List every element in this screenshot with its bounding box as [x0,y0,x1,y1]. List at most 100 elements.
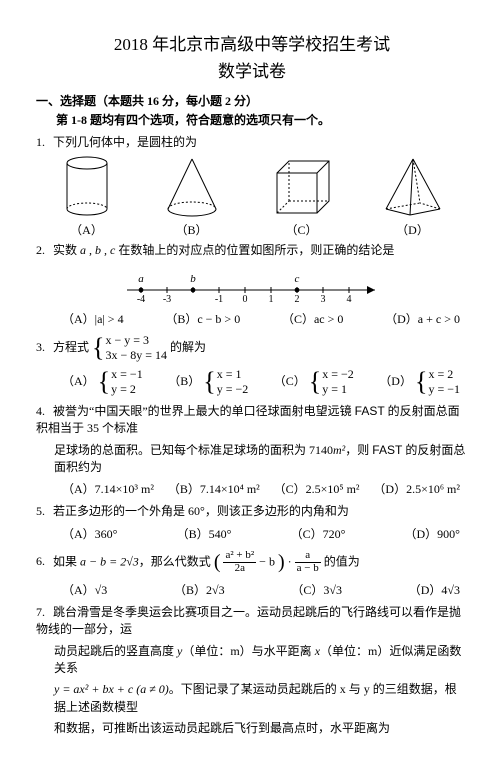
q6-minusb: − b [259,554,275,568]
svg-text:c: c [295,273,300,285]
q5-opt-b: （B）540° [177,525,232,542]
q6-opt-d: （D）4√3 [409,581,460,598]
svg-text:4: 4 [347,294,352,305]
q3-label-c: （C） [274,374,306,388]
q2-text-b: 在数轴上的对应点的位置如图所示，则正确的结论是 [115,243,394,257]
svg-text:1: 1 [269,294,274,305]
qnum-4: 4. [36,403,50,420]
q6-opt-b: （B）2√3 [174,581,225,598]
q4-options: （A）7.14×10³ m² （B）7.14×10⁴ m² （C）2.5×10⁵… [62,480,460,497]
q3-label-d: （D） [379,374,412,388]
question-7-l2: 动员起跳后的竖直高度 y（单位：m）与水平距离 x（单位：m）近似满足函数关系 [54,643,468,678]
svg-text:2: 2 [295,294,300,305]
q5-tb: ，则该正多边形的内角和为 [205,504,349,518]
question-1: 1. 下列几何体中，是圆柱的为 [36,134,468,151]
q7-l4: 和数据，可推断出该运动员起跳后飞行到最高点时，水平距离为 [54,721,390,735]
svg-text:-1: -1 [215,294,223,305]
q3-a-bot: y = 2 [111,382,136,396]
q2-text-a: 实数 [53,243,80,257]
q3-sys-top: x − y = 3 [106,333,150,347]
q3-opt-b: （B） { x = 1 y = −2 [168,367,248,397]
question-7-l4: 和数据，可推断出该运动员起跳后飞行到最高点时，水平距离为 [54,720,468,737]
q4-opt-b: （B）7.14×10⁴ m² [168,480,260,497]
q3-c-top: x = −2 [322,367,354,381]
svg-text:a: a [138,273,144,285]
q2-opt-d: （D）a + c > 0 [385,310,460,327]
q7-l2a: 动员起跳后的竖直高度 [54,644,177,658]
q5-options: （A）360° （B）540° （C）720° （D）900° [62,525,460,542]
question-4-line2: 足球场的总面积。已知每个标准足球场的面积为 7140m²，则 FAST 的反射面… [54,442,468,477]
question-7: 7. 跳台滑雪是冬季奥运会比赛项目之一。运动员起跳后的飞行路线可以看作是抛物线的… [36,604,468,639]
q3-tail: 的解为 [170,340,206,354]
q3-opt-d: （D） { x = 2 y = −1 [379,367,460,397]
q6-frac1: a² + b² 2a [223,550,256,574]
number-line-icon: -4a-3b-1012c34 [117,266,387,306]
svg-text:3: 3 [321,294,326,305]
q3-opt-c: （C） { x = −2 y = 1 [274,367,354,397]
q1-cap-c: （C） [269,221,335,238]
q3-label-b: （B） [168,374,200,388]
q3-lead: 方程式 [53,340,92,354]
q6-la: 如果 [53,554,80,568]
q3-system: { x − y = 3 3x − 8y = 14 [92,333,167,363]
q6-f2-den: a − b [295,563,321,575]
page-subtitle: 数学试卷 [36,57,468,82]
section-subheading: 第 1-8 题均有四个选项，符合题意的选项只有一个。 [56,111,468,128]
question-2: 2. 实数 a , b , c 在数轴上的对应点的位置如图所示，则正确的结论是 [36,242,468,259]
question-3: 3. 方程式 { x − y = 3 3x − 8y = 14 的解为 [36,333,468,363]
q4-l1a: 被誉为“中国天眼”的世界上最大的单口径球面射电望远镜 [53,404,355,418]
q5-deg: 60° [188,504,205,518]
q3-opt-a: （A） { x = −1 y = 2 [62,367,143,397]
qnum-1: 1. [36,134,50,151]
q6-frac2: a a − b [295,550,321,574]
q6-f1-den: 2a [223,563,256,575]
q2-vars: a , b , c [80,243,115,257]
q3-b-top: x = 1 [217,367,242,381]
q1-text: 下列几何体中，是圆柱的为 [53,135,197,149]
q7-l2b: （单位：m）与水平距离 [182,644,314,658]
q3-sys-bot: 3x − 8y = 14 [106,348,168,362]
svg-text:0: 0 [243,294,248,305]
q2-options: （A）|a| > 4 （B）c − b > 0 （C）ac > 0 （D）a +… [62,310,460,327]
q3-d-bot: y = −1 [428,382,460,396]
q4-m2: m² [333,443,345,457]
qnum-3: 3. [36,339,50,356]
q1-cap-d: （D） [380,221,446,238]
q4-l2a: 足球场的总面积。已知每个标准足球场的面积为 7140 [54,443,333,457]
q3-options: （A） { x = −1 y = 2 （B） { x = 1 y = −2 （C… [62,367,460,397]
q6-dot: · [288,554,295,568]
q4-opt-d: （D）2.5×10⁶ m² [373,480,460,497]
q3-a-top: x = −1 [111,367,143,381]
q5-opt-d: （D）900° [405,525,460,542]
q2-opt-a: （A）|a| > 4 [62,310,124,327]
q3-d-top: x = 2 [428,367,453,381]
q7-l3a: y = ax² + bx + c (a ≠ 0) [54,682,169,696]
svg-text:b: b [190,273,196,285]
q1-cap-b: （B） [160,221,224,238]
q4-opt-a: （A）7.14×10³ m² [62,480,154,497]
q2-opt-c: （C）ac > 0 [282,310,343,327]
question-6: 6. 如果 a − b = 2√3，那么代数式 ( a² + b² 2a − b… [36,548,468,577]
question-7-l3: y = ax² + bx + c (a ≠ 0)。下图记录了某运动员起跳后的 x… [54,681,468,716]
qnum-7: 7. [36,604,50,621]
q6-opt-c: （C）3√3 [291,581,342,598]
q6-opt-a: （A）√3 [62,581,107,598]
cube-icon [269,155,335,219]
svg-text:-4: -4 [137,294,145,305]
q6-lb: ，那么代数式 [139,554,214,568]
q4-fast1: FAST [355,404,385,418]
qnum-6: 6. [36,553,50,570]
q6-cond: a − b = 2√3 [80,554,139,568]
q1-figures: （A） （B） （C） （D [36,155,468,238]
q3-b-bot: y = −2 [217,382,249,396]
q5-opt-a: （A）360° [62,525,117,542]
section-heading: 一、选择题（本题共 16 分，每小题 2 分） [36,92,468,109]
q2-opt-b: （B）c − b > 0 [165,310,240,327]
q3-label-a: （A） [62,374,95,388]
cylinder-icon [59,155,115,219]
q6-options: （A）√3 （B）2√3 （C）3√3 （D）4√3 [62,581,460,598]
q6-f2-num: a [295,550,321,563]
qnum-2: 2. [36,242,50,259]
q7-l1: 跳台滑雪是冬季奥运会比赛项目之一。运动员起跳后的飞行路线可以看作是抛物线的一部分… [36,605,461,636]
q4-l2b: ，则 [345,443,372,457]
